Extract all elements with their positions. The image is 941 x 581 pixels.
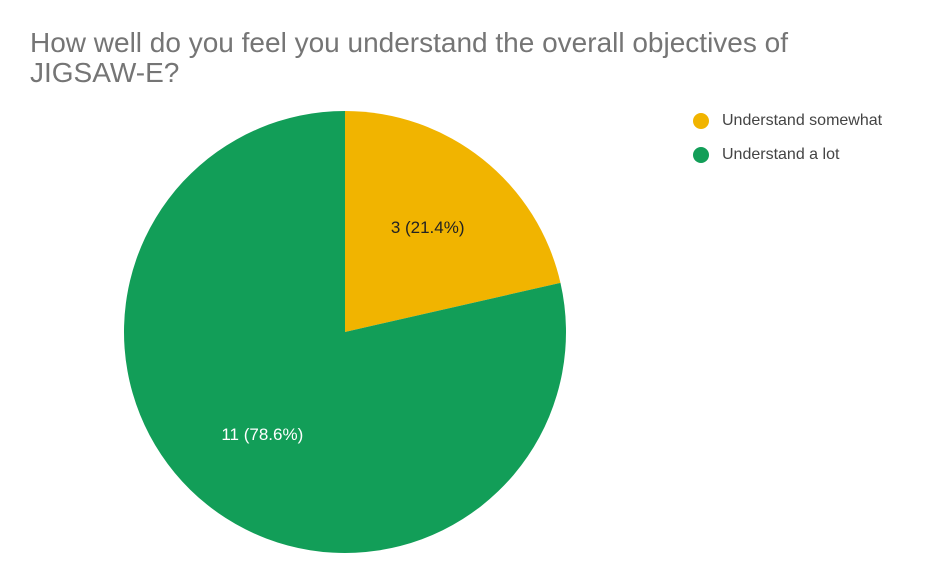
slice-label: 3 (21.4%) [391,218,465,237]
pie-slice [345,111,561,332]
slice-label: 11 (78.6%) [221,425,303,444]
pie-slice [123,111,566,553]
legend-marker [693,113,709,129]
chart-title: How well do you feel you understand the … [30,27,788,88]
legend-label: Understand somewhat [722,112,883,129]
legend-marker [693,147,709,163]
legend-label: Understand a lot [722,146,840,163]
